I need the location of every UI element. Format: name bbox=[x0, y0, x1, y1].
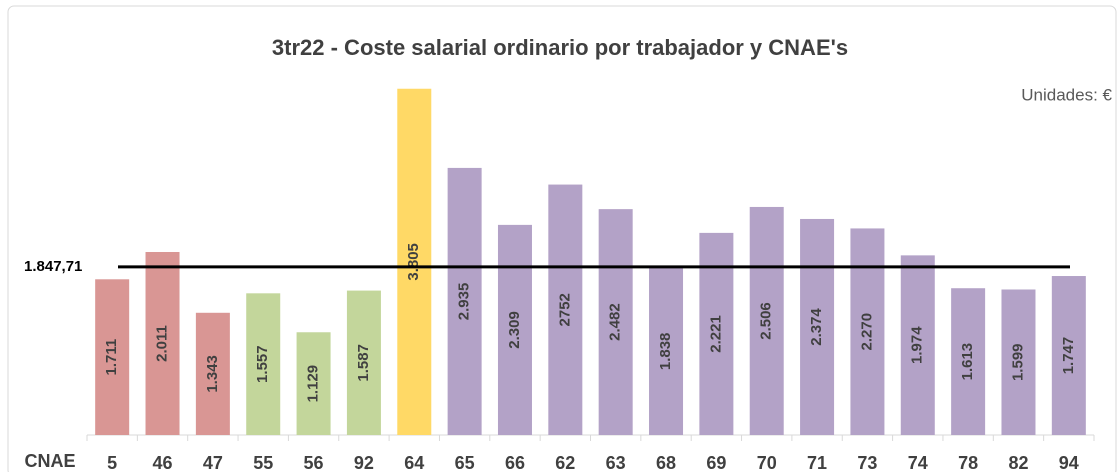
bar bbox=[1051, 276, 1086, 435]
x-tick-label: 62 bbox=[555, 453, 575, 472]
x-tick-label: 63 bbox=[606, 453, 626, 472]
value-label: 1.974 bbox=[909, 326, 926, 364]
reference-label: 1.847,71 bbox=[24, 258, 82, 275]
bar bbox=[649, 267, 684, 435]
bar bbox=[850, 228, 885, 435]
x-tick-label: 78 bbox=[958, 453, 978, 472]
bar bbox=[1001, 289, 1036, 435]
x-tick-label: 71 bbox=[807, 453, 827, 472]
bar bbox=[296, 332, 331, 435]
value-label: 2.935 bbox=[456, 283, 473, 321]
value-label: 1.613 bbox=[959, 343, 976, 381]
x-tick-label: 5 bbox=[107, 453, 117, 472]
x-tick-label: 64 bbox=[404, 453, 424, 472]
value-label: 1.838 bbox=[657, 333, 674, 371]
value-label: 2.221 bbox=[707, 315, 724, 353]
value-label: 1.587 bbox=[355, 344, 372, 382]
bar bbox=[548, 184, 583, 435]
x-tick-label: 55 bbox=[253, 453, 273, 472]
bar bbox=[598, 209, 633, 435]
value-label: 2.482 bbox=[607, 303, 624, 341]
x-tick-label: 69 bbox=[706, 453, 726, 472]
bar bbox=[95, 279, 130, 435]
value-label: 2.506 bbox=[758, 302, 775, 340]
value-label: 1.129 bbox=[305, 365, 322, 403]
bar bbox=[951, 288, 986, 435]
x-tick-label: 73 bbox=[857, 453, 877, 472]
bar bbox=[749, 206, 784, 435]
value-label: 2.011 bbox=[153, 325, 170, 362]
value-label: 2.374 bbox=[808, 308, 825, 346]
x-tick-label: 82 bbox=[1008, 453, 1028, 472]
x-tick-label: 68 bbox=[656, 453, 676, 472]
value-label: 2.270 bbox=[858, 313, 875, 351]
x-tick-label: 46 bbox=[153, 453, 173, 472]
x-tick-label: 92 bbox=[354, 453, 374, 472]
x-tick-label: 56 bbox=[304, 453, 324, 472]
bar bbox=[497, 224, 532, 435]
value-label: 1.343 bbox=[204, 355, 221, 393]
bar bbox=[145, 251, 180, 435]
bar bbox=[195, 312, 230, 435]
value-label: 1.599 bbox=[1009, 343, 1026, 381]
x-tick-label: 70 bbox=[757, 453, 777, 472]
x-tick-label: 66 bbox=[505, 453, 525, 472]
value-label: 2752 bbox=[556, 293, 573, 326]
bar bbox=[397, 88, 432, 436]
bar bbox=[800, 218, 835, 435]
bar bbox=[346, 290, 381, 435]
bar bbox=[246, 293, 281, 435]
bar bbox=[900, 255, 935, 435]
bar bbox=[447, 167, 482, 436]
x-tick-label: 94 bbox=[1059, 453, 1079, 472]
value-label: 2.309 bbox=[506, 311, 523, 349]
x-tick-label: 65 bbox=[455, 453, 475, 472]
value-label: 1.557 bbox=[254, 345, 271, 383]
x-tick-label: 47 bbox=[203, 453, 223, 472]
units-annotation: Unidades: € bbox=[1021, 85, 1112, 104]
x-axis-label: CNAE bbox=[24, 451, 75, 471]
value-label: 1.711 bbox=[103, 339, 120, 376]
value-label: 1.747 bbox=[1060, 337, 1077, 375]
chart-title: 3tr22 - Coste salarial ordinario por tra… bbox=[272, 35, 848, 60]
value-label: 3.805 bbox=[405, 243, 422, 281]
x-tick-label: 74 bbox=[908, 453, 928, 472]
